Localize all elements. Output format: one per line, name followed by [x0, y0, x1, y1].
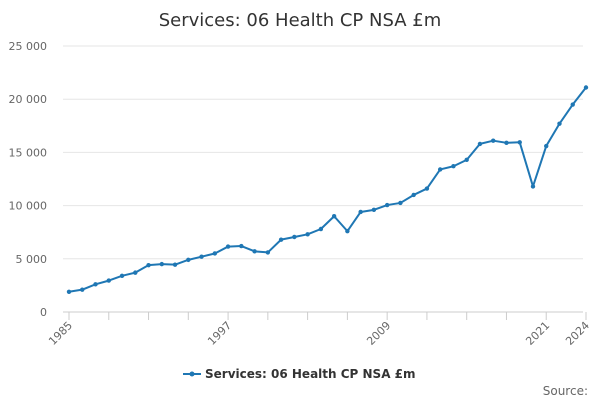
data-point [491, 138, 495, 142]
data-point [385, 203, 389, 207]
legend[interactable]: Services: 06 Health CP NSA £m [183, 367, 416, 381]
data-point [464, 158, 468, 162]
data-point [226, 244, 230, 248]
data-point [292, 235, 296, 239]
y-tick-label: 0 [40, 306, 47, 319]
data-point [398, 201, 402, 205]
data-point [345, 229, 349, 233]
data-point [67, 290, 71, 294]
x-tick-label: 1997 [205, 319, 234, 348]
x-axis: 1985 1997 2009 2021 2024 [46, 312, 592, 348]
source-label: Source: [543, 384, 588, 398]
data-point [186, 258, 190, 262]
data-point [93, 282, 97, 286]
x-tick-label: 2024 [563, 319, 592, 348]
data-point [160, 262, 164, 266]
data-point [557, 121, 561, 125]
y-tick-label: 10 000 [9, 200, 48, 213]
data-point [252, 249, 256, 253]
data-point [571, 102, 575, 106]
data-point [425, 186, 429, 190]
data-point [173, 262, 177, 266]
data-point [332, 214, 336, 218]
x-tick-label: 1985 [46, 319, 75, 348]
data-point [544, 144, 548, 148]
data-point [239, 244, 243, 248]
chart: Services: 06 Health CP NSA £m 0 5 000 10 0… [0, 0, 600, 400]
x-tick-label: 2021 [523, 319, 552, 348]
y-tick-label: 20 000 [9, 93, 48, 106]
data-point [531, 184, 535, 188]
data-point [411, 193, 415, 197]
data-point [279, 237, 283, 241]
data-point [584, 85, 588, 89]
data-point [266, 250, 270, 254]
data-point [504, 141, 508, 145]
data-point [478, 142, 482, 146]
data-point [438, 167, 442, 171]
data-point [451, 164, 455, 168]
data-point [146, 263, 150, 267]
data-point [80, 287, 84, 291]
data-point [133, 270, 137, 274]
series-group [67, 85, 588, 294]
y-tick-label: 25 000 [9, 40, 48, 53]
data-point [319, 227, 323, 231]
legend-marker-swatch [190, 372, 195, 377]
data-point [305, 232, 309, 236]
data-point [358, 210, 362, 214]
x-tick-label: 2009 [364, 319, 393, 348]
data-point [120, 274, 124, 278]
y-tick-label: 15 000 [9, 146, 48, 159]
series-line [69, 87, 586, 291]
data-point [199, 254, 203, 258]
data-point [213, 251, 217, 255]
data-point [372, 208, 376, 212]
data-point [107, 278, 111, 282]
data-point [518, 140, 522, 144]
chart-title: Services: 06 Health CP NSA £m [159, 10, 442, 31]
y-axis: 0 5 000 10 000 15 000 20 000 25 000 [9, 40, 48, 319]
y-tick-label: 5 000 [16, 253, 48, 266]
legend-label: Services: 06 Health CP NSA £m [205, 367, 416, 381]
